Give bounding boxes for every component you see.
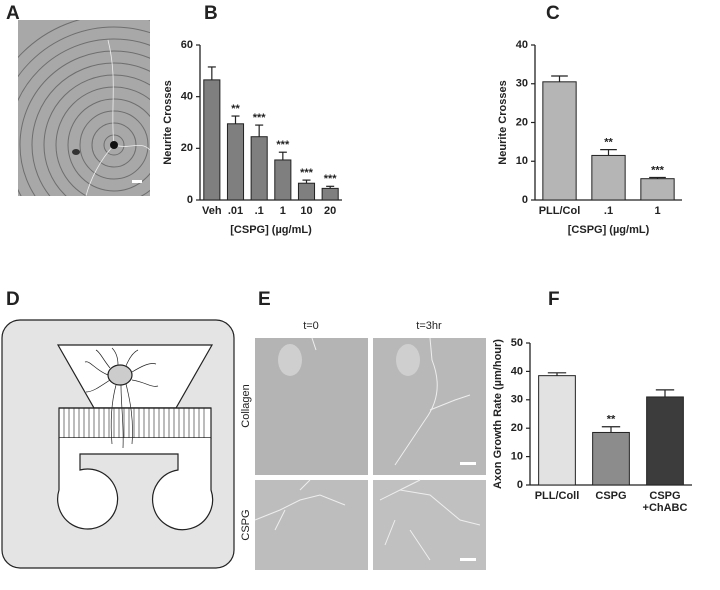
bar — [640, 178, 675, 201]
significance: ** — [231, 103, 240, 115]
significance: ** — [607, 414, 616, 426]
significance: *** — [324, 173, 338, 185]
x-tick-label-text: 1 — [279, 205, 286, 217]
panel-letter: C — [546, 3, 560, 24]
bar — [321, 187, 339, 201]
x-tick-label-text: 1 — [654, 205, 661, 217]
x-tick-label-text: PLL/Col — [538, 205, 581, 217]
y-tick-label: 0 — [187, 194, 193, 206]
x-tick-label: CSPG — [595, 490, 627, 502]
x-tick-label: PLL/Coll — [534, 490, 580, 502]
bar — [203, 79, 221, 201]
panel-letter: B — [204, 3, 218, 24]
row-label: Collagen — [240, 384, 252, 427]
bar — [646, 396, 684, 486]
bar — [592, 431, 630, 486]
x-tick-label-text: CSPG +ChABC — [642, 490, 688, 514]
y-tick-label: 40 — [516, 39, 528, 51]
x-axis-label: [CSPG] (µg/mL) — [568, 224, 650, 236]
significance: *** — [253, 112, 267, 124]
significance: ** — [604, 137, 613, 149]
x-tick-label-text: CSPG — [595, 490, 627, 502]
bar — [591, 154, 626, 201]
significance: *** — [300, 167, 314, 179]
panel-letter: A — [6, 3, 20, 24]
y-axis-label: Neurite Crosses — [162, 80, 174, 164]
y-tick-label: 20 — [516, 116, 528, 128]
x-tick-label: PLL/Col — [538, 205, 581, 217]
y-tick-label: 60 — [181, 39, 193, 51]
x-tick-label-text: Veh — [202, 205, 222, 217]
x-tick-label-text: 20 — [324, 205, 337, 217]
bar — [250, 136, 268, 201]
y-tick-label: 20 — [511, 422, 523, 434]
bar — [274, 159, 292, 201]
micrographs-e — [254, 337, 486, 570]
y-tick-label: 20 — [181, 142, 193, 154]
row-label: CSPG — [240, 509, 252, 540]
y-tick-label: 40 — [181, 91, 193, 103]
x-tick-label-text: .1 — [603, 205, 614, 217]
device-diagram — [1, 319, 235, 569]
significance: *** — [651, 164, 665, 176]
x-tick-label: 1 — [279, 205, 286, 217]
bar — [538, 375, 576, 486]
x-tick-label: 20 — [324, 205, 337, 217]
significance: *** — [276, 139, 290, 151]
y-tick-label: 50 — [511, 337, 523, 349]
x-axis-label: [CSPG] (µg/mL) — [230, 224, 312, 236]
column-label: t=0 — [303, 320, 319, 332]
y-tick-label: 0 — [517, 479, 523, 491]
y-tick-label: 40 — [511, 365, 523, 377]
x-tick-label: .1 — [603, 205, 614, 217]
y-tick-label: 30 — [516, 78, 528, 90]
x-tick-label: CSPG +ChABC — [642, 490, 688, 514]
x-tick-label: 10 — [300, 205, 313, 217]
x-tick-label-text: PLL/Coll — [534, 490, 580, 502]
x-tick-label-text: 10 — [300, 205, 313, 217]
y-tick-label: 10 — [511, 451, 523, 463]
x-tick-label: 1 — [654, 205, 661, 217]
column-label: t=3hr — [416, 320, 442, 332]
x-tick-label: .1 — [254, 205, 264, 217]
bar — [297, 182, 316, 201]
y-tick-label: 30 — [511, 394, 523, 406]
bar — [542, 81, 577, 201]
x-tick-label-text: .01 — [227, 205, 244, 217]
x-tick-label: .01 — [227, 205, 244, 217]
y-axis-label: Axon Growth Rate (µm/hour) — [492, 339, 504, 489]
bar — [226, 123, 245, 201]
x-tick-label-text: .1 — [254, 205, 264, 217]
y-tick-label: 10 — [516, 155, 528, 167]
x-tick-label: Veh — [202, 205, 222, 217]
y-axis-label: Neurite Crosses — [497, 80, 509, 164]
y-tick-label: 0 — [522, 194, 528, 206]
panel-letter: D — [6, 289, 20, 310]
micrograph-a — [18, 20, 150, 196]
panel-letter: E — [258, 289, 271, 310]
panel-letter: F — [548, 289, 560, 310]
